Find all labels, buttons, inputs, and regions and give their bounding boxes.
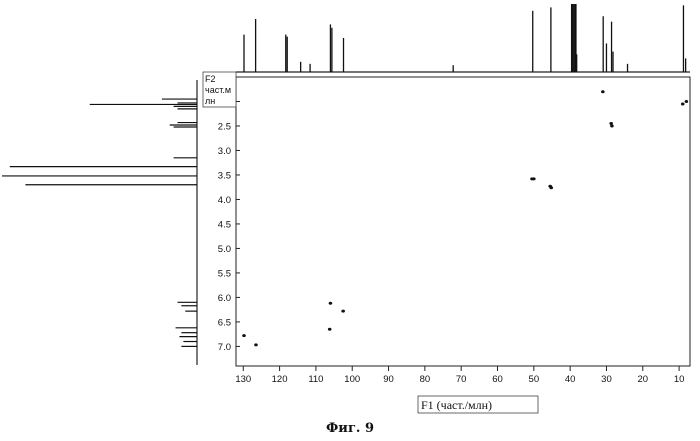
y-tick-label-4: 4.0: [218, 195, 231, 206]
y-axis-label-line-1: F2: [205, 74, 216, 84]
y-tick-label-9: 6.5: [218, 317, 231, 328]
y-tick-label-5: 4.5: [218, 219, 231, 230]
cross-peak-12: [242, 334, 246, 337]
y-tick-label-6: 5.0: [218, 244, 231, 255]
x-tick-label-8: 50: [529, 374, 540, 385]
y-tick-label-3: 3.5: [218, 170, 231, 181]
f2-projection-spectrum: [2, 80, 197, 365]
y-tick-label-10: 7.0: [218, 342, 231, 353]
y-axis-label-line-2: част.м: [205, 85, 231, 95]
cross-peak-6: [532, 177, 536, 180]
y-tick-label-2: 3.0: [218, 146, 231, 157]
cross-peak-10: [341, 310, 345, 313]
cross-peak-13: [254, 343, 258, 346]
cross-peak-9: [329, 302, 333, 305]
x-tick-label-6: 70: [456, 374, 467, 385]
cross-peak-0: [601, 90, 605, 93]
x-tick-label-2: 110: [308, 374, 323, 385]
x-tick-label-12: 10: [674, 374, 685, 385]
x-tick-label-11: 20: [637, 374, 648, 385]
x-tick-label-4: 90: [383, 374, 394, 385]
cross-peak-8: [549, 186, 553, 189]
x-tick-label-0: 130: [235, 374, 251, 385]
x-tick-label-1: 120: [272, 374, 288, 385]
cross-peak-2: [685, 100, 689, 103]
y-axis-label-line-3: лн: [205, 96, 215, 106]
cross-peak-4: [610, 124, 614, 127]
f1-projection-spectrum: [236, 4, 690, 72]
cross-peak-11: [328, 328, 332, 331]
y-tick-label-1: 2.5: [218, 121, 231, 132]
x-tick-label-5: 80: [420, 374, 431, 385]
x-tick-label-3: 100: [344, 374, 360, 385]
cross-peak-1: [681, 102, 685, 105]
y-tick-label-8: 6.0: [218, 293, 231, 304]
plot-frame: [236, 77, 690, 366]
x-axis-ticks: 130 120 110 100 90 80 70 60 50 40 30 20 10: [235, 366, 684, 385]
figure-caption: Фиг. 9: [0, 421, 700, 436]
x-tick-label-10: 30: [601, 374, 612, 385]
x-axis-label: F1 (част./млн): [421, 398, 492, 412]
x-tick-label-9: 40: [565, 374, 576, 385]
x-tick-label-7: 60: [492, 374, 503, 385]
y-tick-label-7: 5.5: [218, 268, 231, 279]
